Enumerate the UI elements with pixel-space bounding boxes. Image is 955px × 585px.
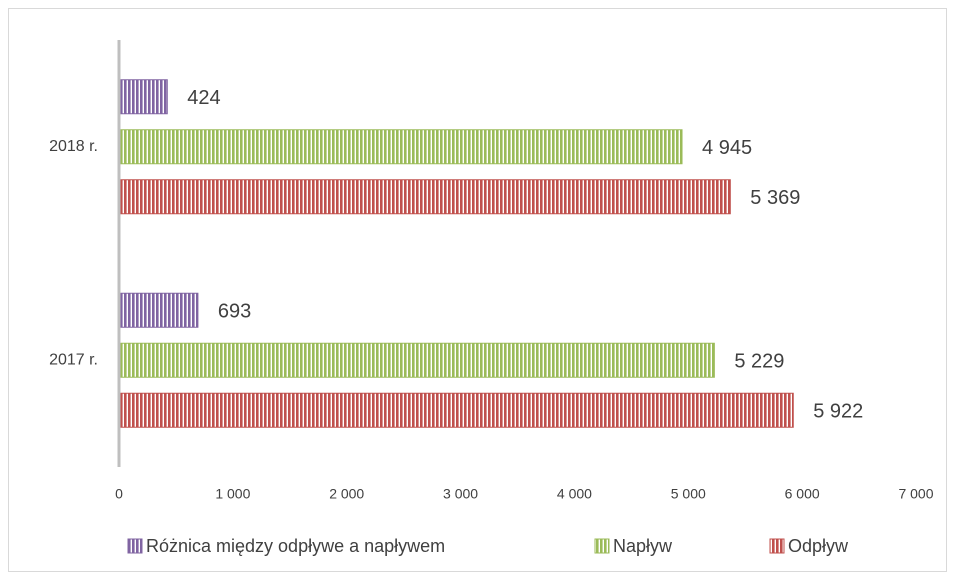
data-label: 4 945 [702,137,752,159]
bar [118,179,731,215]
x-tick-label: 0 [115,486,123,502]
legend-label: Różnica między odpływe a napływem [146,536,445,556]
legend-label: Napływ [613,536,673,556]
data-label: 5 922 [813,401,863,423]
x-tick-label: 6 000 [785,486,820,502]
bar [118,129,683,165]
bar [118,392,794,428]
x-tick-label: 1 000 [215,486,250,502]
y-tick-label: 2018 r. [49,138,98,155]
data-label: 5 369 [750,187,800,209]
legend-swatch [127,538,143,554]
data-label: 424 [187,87,220,109]
y-tick-label: 2017 r. [49,351,98,368]
data-label: 693 [218,301,251,323]
legend-swatch [594,538,610,554]
bar [118,342,715,378]
legend-swatch [769,538,785,554]
x-tick-label: 5 000 [671,486,706,502]
x-tick-label: 2 000 [329,486,364,502]
legend-label: Odpływ [788,536,849,556]
bar [118,292,199,328]
x-tick-label: 3 000 [443,486,478,502]
data-label: 5 229 [734,351,784,373]
x-tick-label: 7 000 [898,486,933,502]
bar [118,79,168,115]
x-tick-label: 4 000 [557,486,592,502]
